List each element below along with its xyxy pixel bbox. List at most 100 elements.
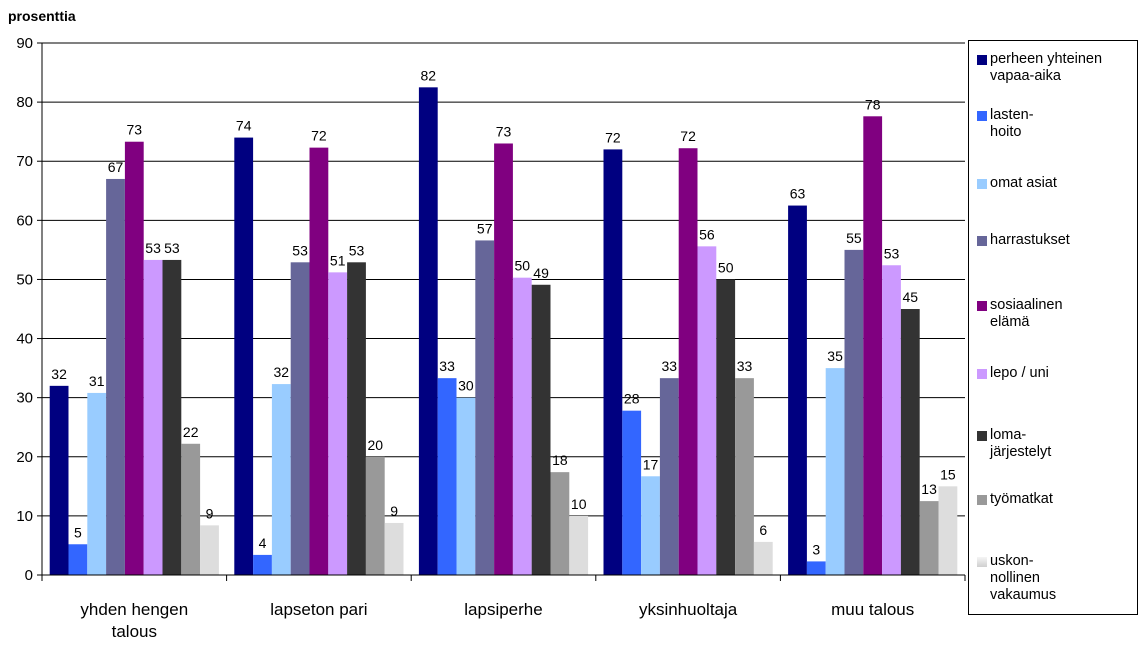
data-label: 32 xyxy=(274,364,290,380)
bar xyxy=(234,137,254,576)
bar xyxy=(143,259,163,575)
data-label: 56 xyxy=(699,226,715,242)
bar xyxy=(863,116,883,575)
legend-swatch xyxy=(977,557,987,567)
y-tick-label: 90 xyxy=(16,35,33,52)
bar xyxy=(106,178,125,575)
data-label: 10 xyxy=(571,496,587,512)
legend-label: lepo / uni xyxy=(990,365,1049,381)
data-label: 67 xyxy=(108,159,124,175)
legend-label: omat asiat xyxy=(990,175,1057,191)
legend-swatch xyxy=(977,301,987,311)
data-label: 28 xyxy=(624,391,640,407)
legend-item: sosiaalinen elämä xyxy=(977,297,1140,331)
y-tick-label: 50 xyxy=(16,271,33,288)
data-label: 82 xyxy=(421,67,437,83)
legend-item: loma- järjestelyt xyxy=(977,427,1140,461)
y-tick-label: 80 xyxy=(16,94,33,111)
y-ticks: 0 10 20 30 40 50 60 70 80 90 xyxy=(16,35,33,584)
data-label: 5 xyxy=(74,524,82,540)
y-tick-label: 20 xyxy=(16,449,33,466)
category-label: yksinhuoltaja xyxy=(639,600,738,619)
data-label: 53 xyxy=(145,240,161,256)
y-tick-label: 10 xyxy=(16,508,33,525)
data-label: 73 xyxy=(496,123,512,139)
bar xyxy=(456,397,476,575)
bar xyxy=(253,554,272,575)
y-tick-label: 70 xyxy=(16,153,33,170)
data-label: 72 xyxy=(311,128,327,144)
legend-swatch xyxy=(977,111,987,121)
bar xyxy=(494,143,513,575)
bars xyxy=(49,87,958,576)
bar xyxy=(844,249,864,575)
bar xyxy=(825,368,845,575)
bar xyxy=(181,443,201,575)
bar xyxy=(569,515,589,575)
bar xyxy=(919,501,939,575)
bar xyxy=(603,149,623,575)
bar xyxy=(659,378,679,575)
data-label: 72 xyxy=(680,128,696,144)
data-label: 22 xyxy=(183,424,199,440)
y-tick-label: 60 xyxy=(16,212,33,229)
bar xyxy=(290,262,310,575)
category-label: yhden hengen talous xyxy=(80,600,188,641)
data-label: 4 xyxy=(259,535,267,551)
legend-swatch xyxy=(977,236,987,246)
x-categories: yhden hengen talous lapseton pari lapsiperh… xyxy=(80,600,914,641)
bar xyxy=(49,385,69,575)
data-label: 32 xyxy=(51,366,67,382)
bar xyxy=(882,265,901,575)
data-label: 57 xyxy=(477,220,493,236)
bar xyxy=(68,544,88,575)
data-label: 50 xyxy=(515,258,531,274)
bar xyxy=(531,284,551,575)
data-label: 6 xyxy=(759,522,767,538)
legend-item: lasten- hoito xyxy=(977,107,1140,141)
data-label: 50 xyxy=(718,259,734,275)
bar xyxy=(87,392,107,575)
category-label: lapseton pari xyxy=(270,600,367,619)
data-label: 51 xyxy=(330,252,346,268)
data-label: 13 xyxy=(921,481,937,497)
data-label: 53 xyxy=(884,245,900,261)
axes xyxy=(37,42,966,581)
bar xyxy=(271,384,291,575)
bar xyxy=(938,486,958,575)
bar xyxy=(475,240,495,576)
bar xyxy=(512,277,532,575)
y-tick-label: 30 xyxy=(16,390,33,407)
legend-item: harrastukset xyxy=(977,232,1140,249)
legend: perheen yhteinen vapaa-aika lasten- hoito… xyxy=(968,40,1138,615)
data-label: 63 xyxy=(790,186,806,202)
y-tick-label: 40 xyxy=(16,331,33,348)
legend-item: lepo / uni xyxy=(977,365,1140,382)
bar xyxy=(641,476,660,575)
legend-item: uskon- nollinen vakaumus xyxy=(977,553,1140,604)
y-axis-title: prosenttia xyxy=(8,8,76,24)
bar xyxy=(328,272,348,575)
legend-label: lasten- hoito xyxy=(990,107,1034,140)
data-label: 33 xyxy=(737,358,753,374)
bar xyxy=(162,259,182,575)
bar xyxy=(384,522,404,575)
bar xyxy=(365,456,385,575)
data-label: 49 xyxy=(533,265,549,281)
data-label: 72 xyxy=(605,129,621,145)
bar xyxy=(124,141,144,575)
data-label: 53 xyxy=(164,240,180,256)
data-label: 9 xyxy=(206,505,214,521)
data-label: 78 xyxy=(865,96,881,112)
data-label: 53 xyxy=(292,242,308,258)
y-tick-label: 0 xyxy=(25,567,33,584)
data-label: 33 xyxy=(439,358,455,374)
data-label: 17 xyxy=(643,456,659,472)
data-label: 9 xyxy=(390,503,398,519)
legend-label: harrastukset xyxy=(990,232,1070,248)
bar xyxy=(200,525,219,575)
bar xyxy=(716,279,736,575)
legend-label: loma- järjestelyt xyxy=(990,427,1052,460)
